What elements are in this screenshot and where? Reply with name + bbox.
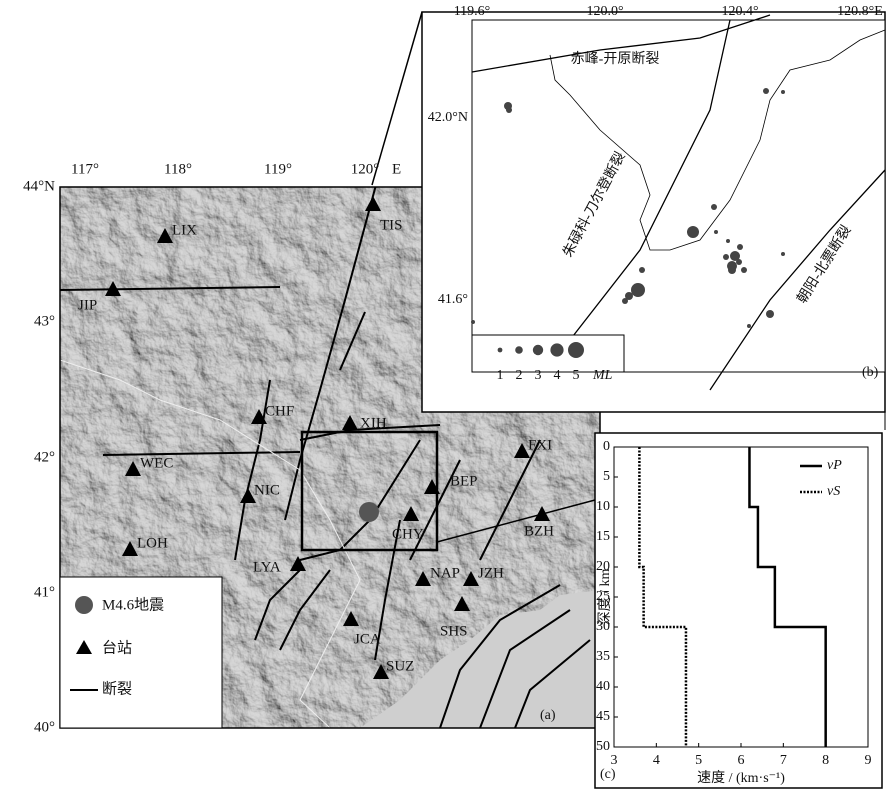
lat-label: 44°N: [23, 178, 55, 194]
station-label: CHY: [392, 526, 424, 542]
earthquake: [726, 239, 730, 243]
station-label: JCA: [354, 631, 381, 647]
x-tick-label: 3: [611, 753, 618, 768]
lon-label: E: [392, 161, 401, 177]
lat-label: 42.0°N: [428, 110, 468, 125]
earthquake: [639, 267, 645, 273]
size-key: [568, 342, 584, 358]
x-tick-label: 6: [738, 753, 745, 768]
station-label: XIH: [360, 415, 387, 431]
lon-label: 120.8°E: [837, 4, 883, 19]
earthquake: [723, 254, 729, 260]
size-key: [550, 343, 563, 356]
y-tick-label: 35: [596, 649, 610, 664]
y-axis-label: 深度 / km: [597, 569, 613, 626]
station-label: JIP: [78, 297, 97, 313]
earthquake: [471, 320, 475, 324]
lon-label: 118°: [164, 161, 192, 177]
station-label: LOH: [137, 535, 168, 551]
station-label: FXI: [528, 437, 552, 453]
station-label: BZH: [524, 523, 554, 539]
x-tick-label: 7: [780, 753, 787, 768]
lon-label: 117°: [71, 161, 99, 177]
station-label: NIC: [254, 482, 280, 498]
lon-label: 120.0°: [586, 4, 623, 19]
earthquake: [736, 259, 742, 265]
station-label: TIS: [380, 217, 403, 233]
y-tick-label: 0: [603, 439, 610, 454]
station-label: CHF: [265, 403, 294, 419]
legend-fault: 断裂: [102, 680, 132, 697]
y-tick-label: 15: [596, 529, 610, 544]
panel-label: (a): [540, 708, 556, 723]
size-label: 1: [497, 368, 504, 383]
size-label: 2: [516, 368, 523, 383]
lon-label: 120.4°: [721, 4, 758, 19]
earthquake: [747, 324, 751, 328]
panel-label: (b): [862, 365, 879, 380]
size-legend: [472, 335, 624, 372]
earthquake: [728, 266, 736, 274]
station-label: NAP: [430, 565, 460, 581]
lat-label: 40°: [34, 719, 55, 735]
size-label: 5: [573, 368, 580, 383]
size-key: [515, 346, 523, 354]
x-tick-label: 4: [653, 753, 660, 768]
x-axis-label: 速度 / (km·s⁻¹): [697, 770, 785, 786]
y-tick-label: 5: [603, 469, 610, 484]
station-label: BEP: [450, 473, 478, 489]
station-label: SHS: [440, 623, 468, 639]
fault-label: 赤峰-开原断裂: [571, 51, 660, 67]
earthquake: [781, 252, 785, 256]
earthquake: [631, 283, 645, 297]
lon-label: 120°: [351, 161, 380, 177]
y-tick-label: 40: [596, 679, 610, 694]
size-key: [533, 345, 543, 355]
legend-station: 台站: [102, 639, 132, 656]
size-unit: ML: [592, 368, 613, 383]
earthquake: [781, 90, 785, 94]
size-label: 4: [554, 368, 561, 383]
x-tick-label: 5: [695, 753, 702, 768]
y-tick-label: 50: [596, 739, 610, 754]
lat-label: 41°: [34, 584, 55, 600]
station-label: WEC: [140, 455, 173, 471]
legend-earthquake: M4.6地震: [102, 596, 164, 613]
lat-label: 41.6°: [438, 292, 468, 307]
legend-label: vS: [827, 484, 840, 499]
earthquake: [711, 204, 717, 210]
figure: M4.6地震 台站 断裂 (a) (b) (c) 117°118°119°120…: [0, 0, 890, 796]
earthquake: [763, 88, 769, 94]
y-tick-label: 45: [596, 709, 610, 724]
y-tick-label: 10: [596, 499, 610, 514]
lon-label: 119°: [264, 161, 292, 177]
station-label: JZH: [478, 565, 504, 581]
lon-label: 119.6°: [454, 4, 491, 19]
panel-label: (c): [600, 767, 616, 782]
earthquake: [737, 244, 743, 250]
earthquake: [687, 226, 699, 238]
station-label: SUZ: [386, 658, 414, 674]
x-tick-label: 8: [822, 753, 829, 768]
size-label: 3: [535, 368, 542, 383]
lat-label: 42°: [34, 449, 55, 465]
earthquake: [506, 107, 512, 113]
legend-label: vP: [827, 458, 842, 473]
x-tick-label: 9: [865, 753, 872, 768]
station-label: LIX: [172, 222, 197, 238]
size-key: [498, 348, 503, 353]
station-label: LYA: [253, 559, 281, 575]
lat-label: 43°: [34, 313, 55, 329]
earthquake: [714, 230, 718, 234]
earthquake: [766, 310, 774, 318]
epicenter: [359, 502, 379, 522]
earthquake: [622, 298, 628, 304]
earthquake: [741, 267, 747, 273]
